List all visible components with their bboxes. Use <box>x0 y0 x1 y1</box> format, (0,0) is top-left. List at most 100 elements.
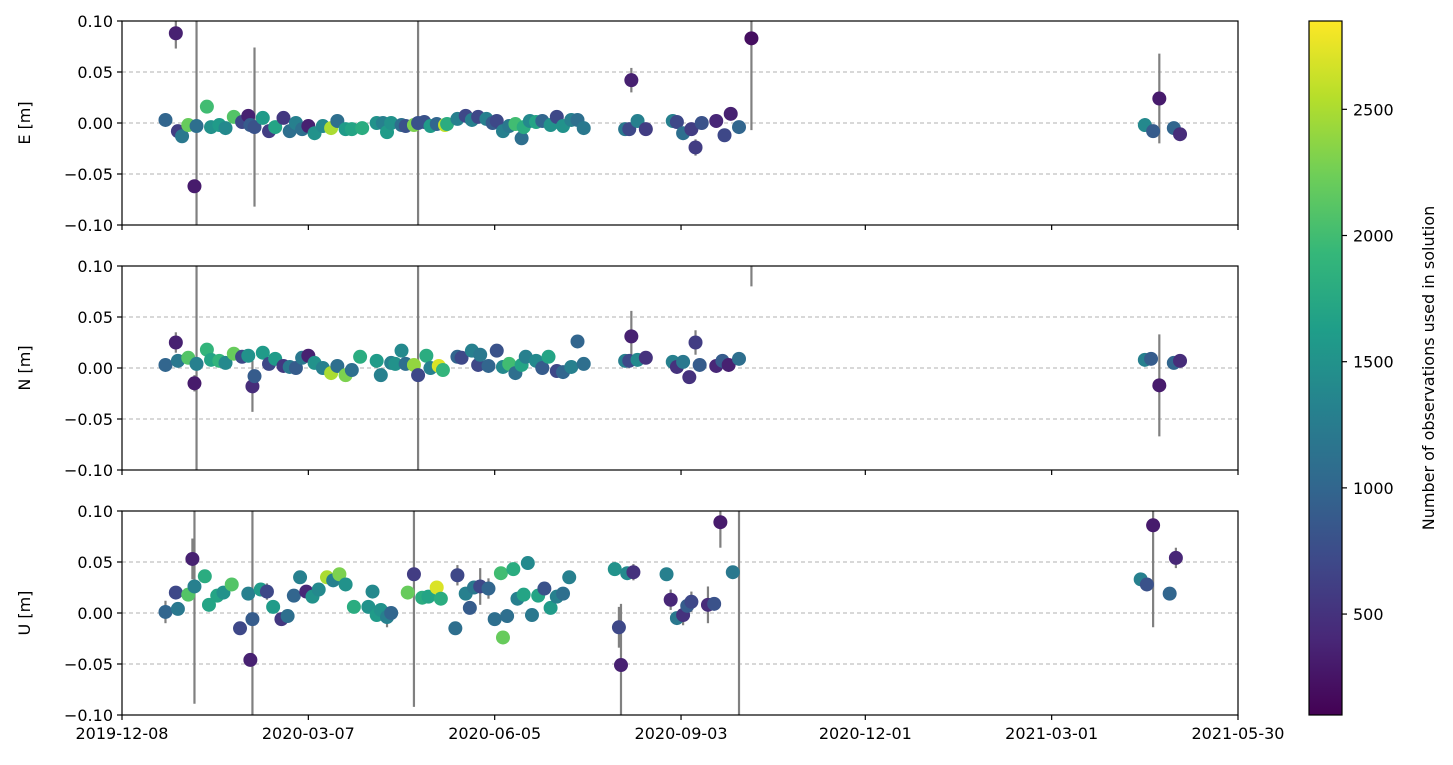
data-point <box>1152 91 1167 106</box>
data-point <box>489 113 504 128</box>
data-point <box>1173 353 1188 368</box>
data-point <box>241 586 256 601</box>
data-point <box>744 31 759 46</box>
data-point <box>421 589 436 604</box>
panel-e: 0.10 0.05 0.00 −0.05 −0.10 E [m] <box>15 12 1239 235</box>
panel-e-ylabel: E [m] <box>15 101 34 144</box>
data-point <box>338 577 353 592</box>
colorbar-tick-label: 2000 <box>1353 227 1394 246</box>
data-point <box>562 570 577 585</box>
data-point <box>233 621 248 636</box>
data-point <box>732 120 747 135</box>
y-tick-label: 0.05 <box>77 553 113 572</box>
data-point <box>394 343 409 358</box>
data-point <box>500 609 515 624</box>
data-point <box>684 122 699 137</box>
data-point <box>723 106 738 121</box>
y-tick-label: 0.00 <box>77 359 113 378</box>
data-point <box>520 556 535 571</box>
data-point <box>1146 518 1161 533</box>
panel-u-xticks: 2019-12-08 2020-03-07 2020-06-05 2020-09-03… <box>76 715 1285 743</box>
y-tick-label: 0.10 <box>77 502 113 521</box>
data-point <box>199 99 214 114</box>
data-point <box>537 581 552 596</box>
x-tick-label: 2020-12-01 <box>819 724 912 743</box>
panel-u-marks <box>158 511 1183 715</box>
panel-n-ylabel: N [m] <box>15 345 34 390</box>
data-point <box>454 350 469 365</box>
data-point <box>1152 378 1167 393</box>
y-tick-label: 0.05 <box>77 308 113 327</box>
data-point <box>218 121 233 136</box>
data-point <box>709 113 724 128</box>
colorbar-tick-label: 2500 <box>1353 100 1394 119</box>
data-point <box>411 368 426 383</box>
x-tick-label: 2020-06-05 <box>448 724 541 743</box>
x-tick-label: 2020-03-07 <box>262 724 355 743</box>
data-point <box>276 110 291 125</box>
data-point <box>638 122 653 137</box>
data-point <box>388 356 403 371</box>
colorbar-gradient <box>1308 20 1343 716</box>
data-point <box>168 585 183 600</box>
data-point <box>247 369 262 384</box>
data-point <box>400 585 415 600</box>
colorbar: 500 1000 1500 2000 2500 Number of observatio… <box>1308 20 1438 716</box>
data-point <box>576 121 591 136</box>
data-point <box>462 600 477 615</box>
data-point <box>419 348 434 363</box>
data-point <box>355 121 370 136</box>
data-point <box>713 515 728 530</box>
data-point <box>185 551 200 566</box>
colorbar-label: Number of observations used in solution <box>1419 206 1438 531</box>
y-tick-label: 0.10 <box>77 257 113 276</box>
panel-n-marks <box>158 266 1188 470</box>
data-point <box>1162 586 1177 601</box>
data-point <box>473 347 488 362</box>
data-point <box>707 596 722 611</box>
data-point <box>717 128 732 143</box>
colorbar-tick-label: 1000 <box>1353 479 1394 498</box>
x-tick-label: 2019-12-08 <box>76 724 169 743</box>
data-point <box>481 358 496 373</box>
data-point <box>556 586 571 601</box>
data-point <box>663 592 678 607</box>
data-point <box>487 612 502 627</box>
panel-e-marks <box>158 21 1188 225</box>
panel-n: 0.10 0.05 0.00 −0.05 −0.10 N [m] <box>15 257 1239 480</box>
data-point <box>481 581 496 596</box>
data-point <box>684 594 699 609</box>
data-point <box>1173 127 1188 142</box>
data-point <box>369 353 384 368</box>
data-point <box>158 357 173 372</box>
data-point <box>1139 577 1154 592</box>
y-tick-label: −0.10 <box>64 706 113 725</box>
data-point <box>280 609 295 624</box>
x-tick-label: 2020-09-03 <box>635 724 728 743</box>
y-tick-label: 0.00 <box>77 604 113 623</box>
data-point <box>607 562 622 577</box>
data-point <box>688 140 703 155</box>
panel-u-grid <box>122 561 1238 665</box>
data-point <box>1168 550 1183 565</box>
data-point <box>247 120 262 135</box>
data-point <box>255 110 270 125</box>
data-point <box>189 119 204 134</box>
data-point <box>732 351 747 366</box>
data-point <box>516 587 531 602</box>
data-point <box>197 569 212 584</box>
panel-u: 0.10 0.05 0.00 −0.05 −0.10 2019-12-08 2020-03… <box>15 502 1285 743</box>
data-point <box>259 584 274 599</box>
x-tick-label: 2021-05-30 <box>1192 724 1285 743</box>
data-point <box>158 604 173 619</box>
data-point <box>514 131 529 146</box>
data-point <box>721 357 736 372</box>
data-point <box>293 570 308 585</box>
panel-n-grid <box>122 316 1238 420</box>
data-point <box>241 348 256 363</box>
y-tick-label: −0.05 <box>64 410 113 429</box>
data-point <box>429 580 444 595</box>
data-point <box>187 179 202 194</box>
data-point <box>638 350 653 365</box>
data-point <box>1146 124 1161 139</box>
